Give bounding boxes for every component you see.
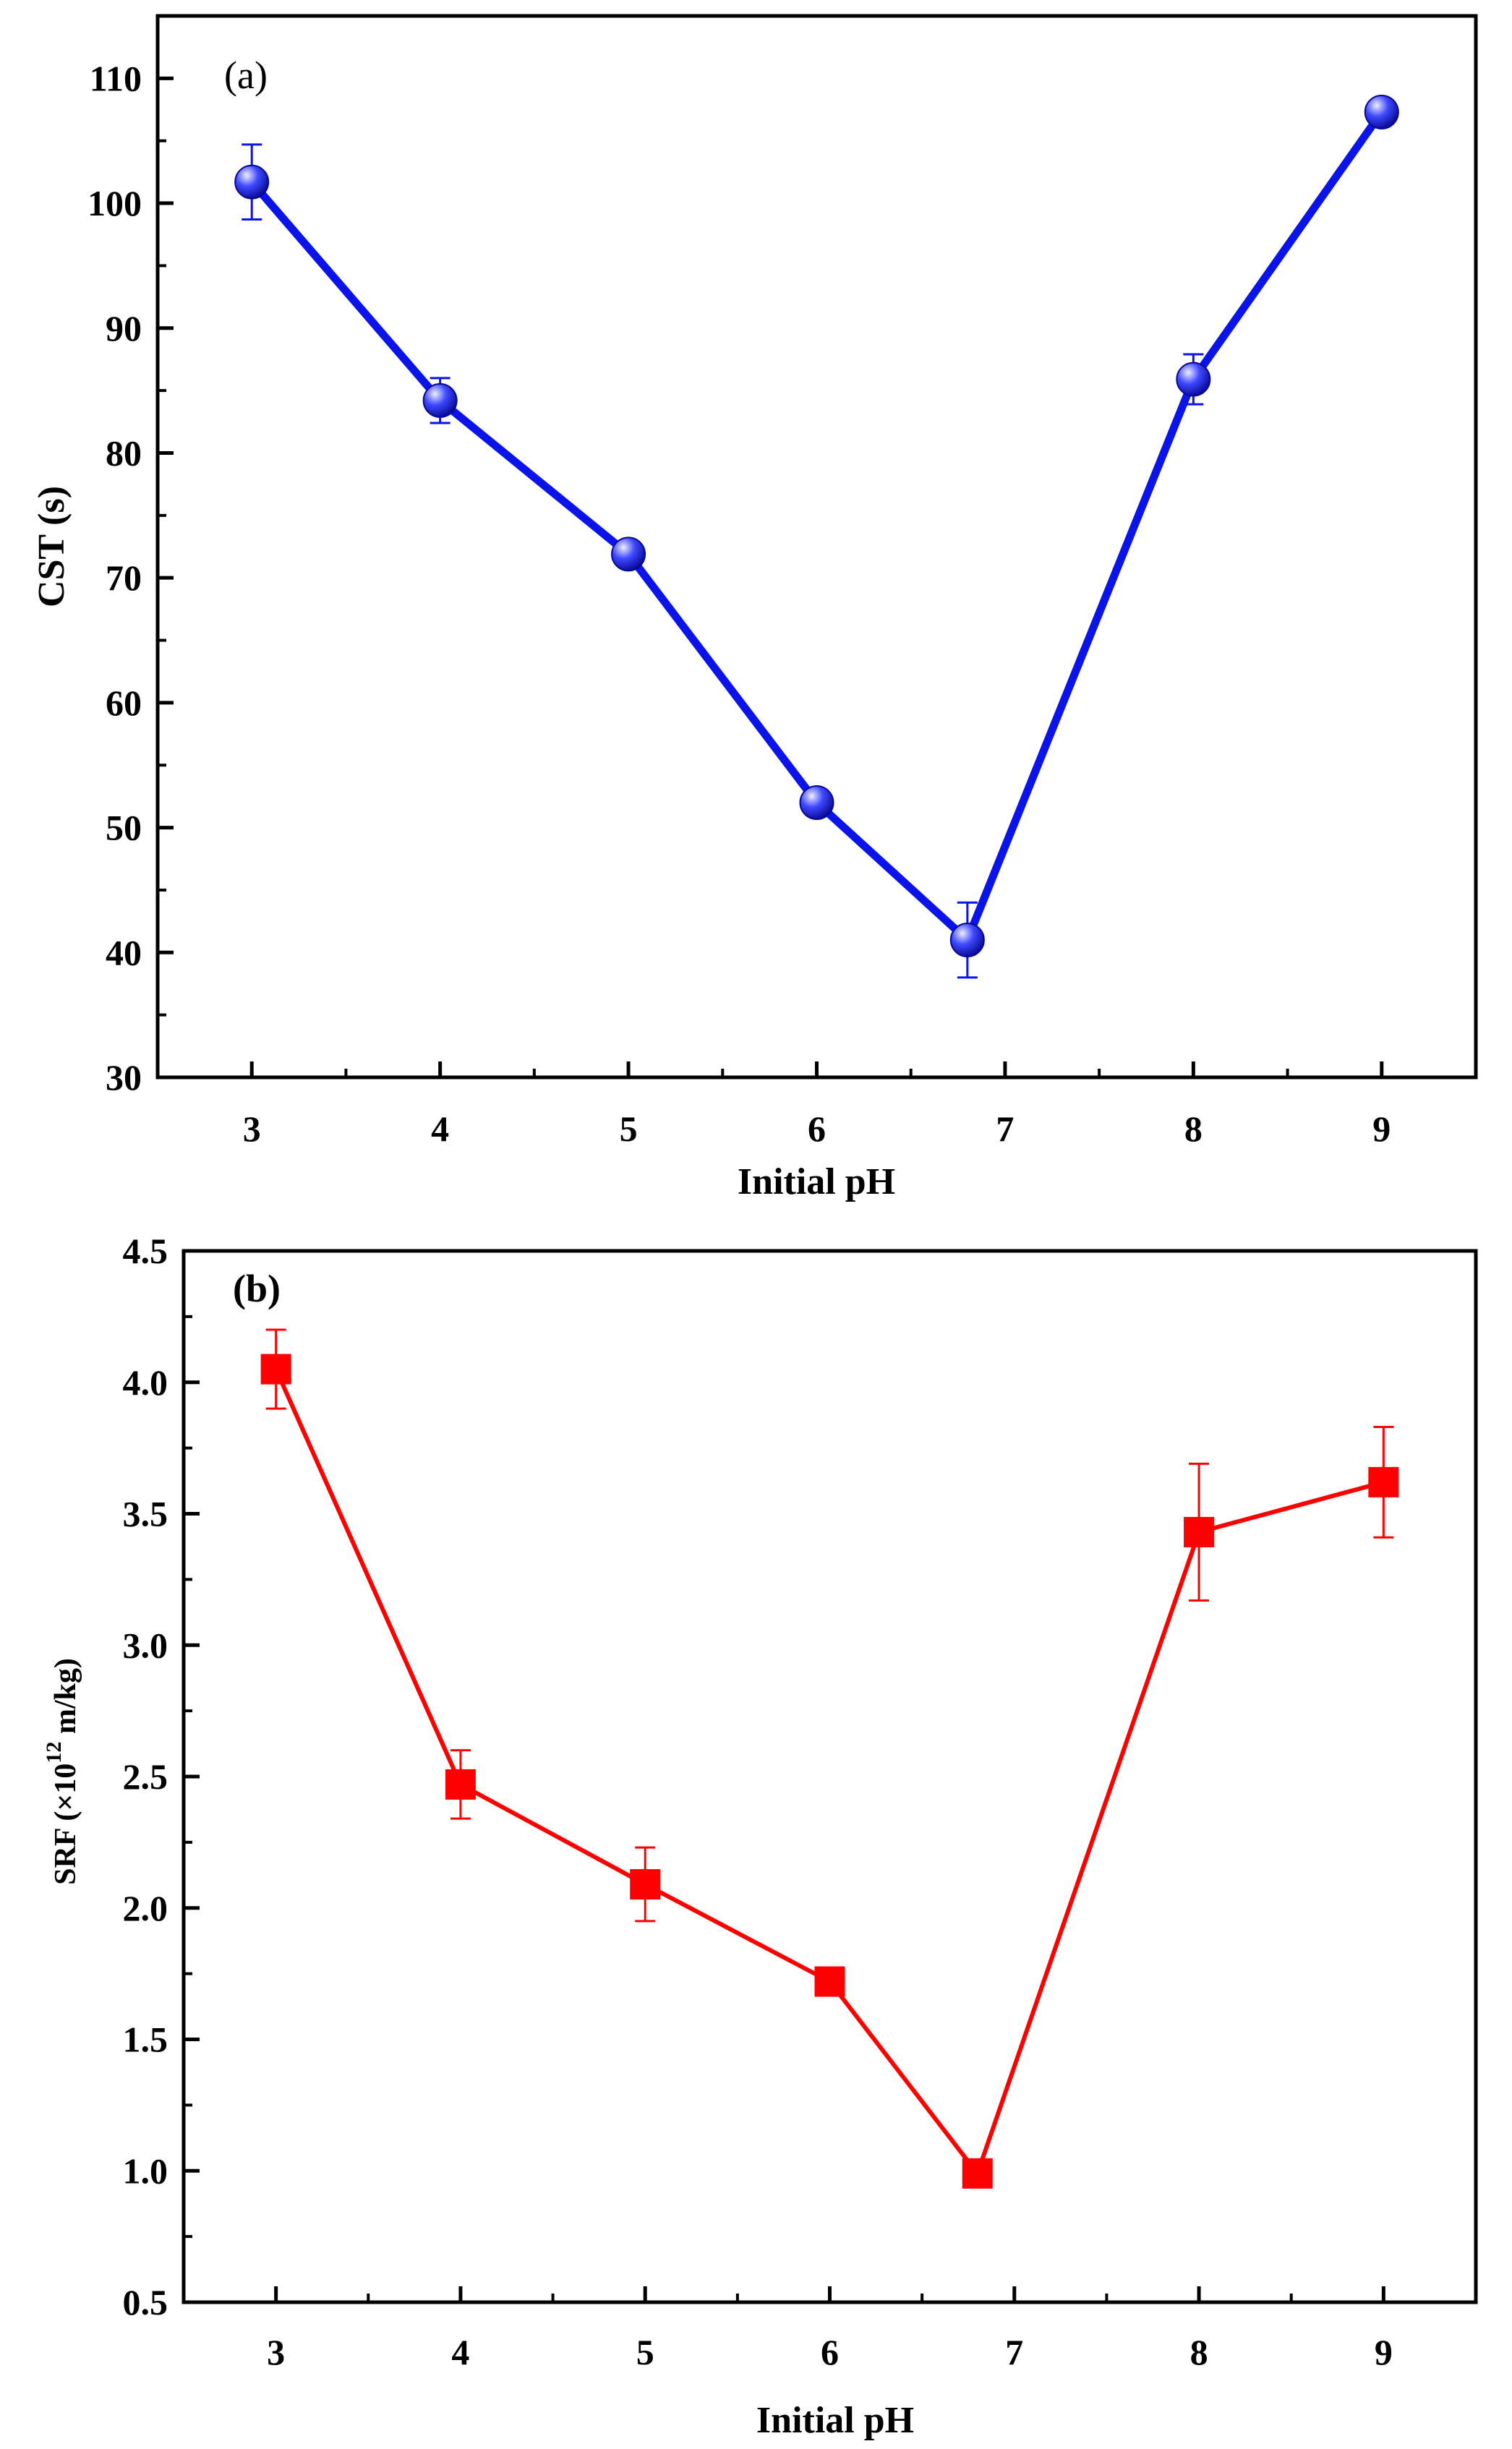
y-axis-title-b-main: SRF (×10 [49,1764,82,1885]
y-axis-title-a: CST (s) [31,486,72,607]
x-tick-label: 6 [808,1108,826,1149]
data-point [630,1869,661,1900]
y-axis-title-b-sup: 12 [42,1742,66,1764]
y-tick-label: 30 [106,1057,142,1098]
y-tick-label: 70 [106,557,142,598]
y-tick-label: 50 [106,808,142,848]
y-tick-label: 3.5 [123,1494,168,1534]
x-axis-title-a: Initial pH [738,1161,895,1202]
x-tick-label: 4 [451,2332,469,2372]
y-tick-label: 2.0 [123,1888,168,1928]
error-bars-a [242,143,1204,979]
data-point [1176,362,1211,397]
y-tick-label: 90 [106,308,142,349]
x-tick-label: 6 [821,2332,839,2372]
y-tick-label: 40 [106,932,142,973]
y-tick-label: 4.0 [123,1362,168,1403]
panel-label-b: (b) [233,1267,281,1310]
data-point [234,164,270,200]
x-tick-label: 3 [267,2332,285,2372]
y-tick-label: 1.5 [123,2020,168,2060]
data-point [1368,1466,1399,1497]
y-tick-label: 0.5 [123,2282,168,2322]
x-tick-label: 4 [431,1108,449,1149]
x-tick-label: 5 [636,2332,654,2372]
x-tick-label: 9 [1375,2332,1393,2372]
y-tick-label: 100 [87,183,142,223]
x-axis-a: 3 4 5 6 7 8 9 [243,1061,1391,1149]
data-markers-a [234,94,1399,958]
data-point [1184,1516,1215,1547]
data-point [962,2158,993,2189]
x-axis-title-b: Initial pH [756,2400,914,2441]
y-tick-label: 80 [106,432,142,473]
y-tick-label: 1.0 [123,2150,168,2191]
plot-frame-b [181,1249,1478,2304]
y-tick-label: 3.0 [123,1625,168,1665]
data-point [611,537,646,572]
data-point [949,923,985,958]
series-line-b [273,1368,1385,2176]
panel-label-a: (a) [224,54,268,97]
plot-frame-a [155,14,1478,1080]
y-tick-label: 60 [106,683,142,723]
y-axis-b: 0.5 1.0 1.5 2.0 2.5 3.0 3.5 4.0 4.5 [123,1231,200,2322]
data-point [260,1354,291,1385]
x-tick-label: 7 [996,1108,1014,1149]
y-tick-label: 4.5 [123,1231,168,1271]
x-tick-label: 9 [1372,1108,1391,1149]
data-point [445,1769,476,1800]
data-point [1364,94,1399,129]
chart-panel-a: (a) 3 4 5 6 7 8 9 30 40 50 60 70 80 90 100 110 Initial… [31,14,1478,1202]
x-tick-label: 3 [243,1108,261,1149]
series-line-SRF [273,1368,1385,2176]
y-axis-title-b: SRF (×1012 m/kg) [42,1658,82,1885]
x-axis-b: 3 4 5 6 7 8 9 [267,2286,1393,2372]
y-axis-a: 30 40 50 60 70 80 90 100 110 [87,14,174,1098]
data-point [422,382,458,418]
error-bars-b [265,1328,1394,1923]
data-point [814,1966,845,1997]
x-tick-label: 8 [1184,1108,1203,1149]
y-tick-label: 110 [90,58,142,98]
data-markers-b [260,1354,1399,2189]
x-tick-label: 5 [620,1108,638,1149]
y-axis-title-b-tail: m/kg) [49,1658,82,1742]
data-point [799,785,834,821]
x-tick-label: 8 [1190,2332,1208,2372]
x-tick-label: 7 [1005,2332,1023,2372]
y-tick-label: 2.5 [123,1756,168,1797]
